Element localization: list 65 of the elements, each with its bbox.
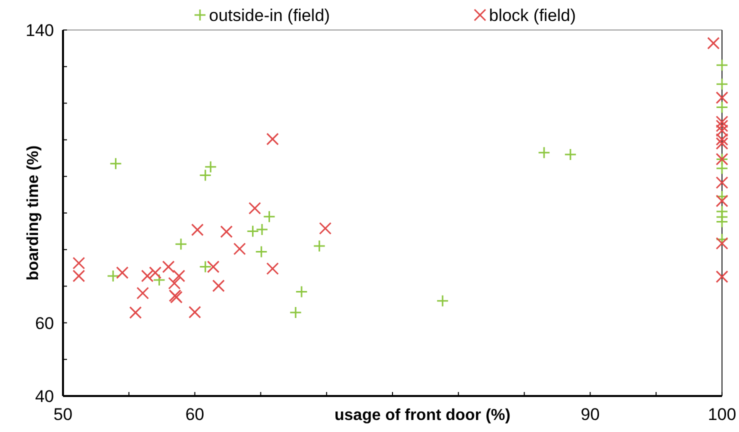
- point: [313, 240, 326, 252]
- point: [266, 132, 279, 146]
- point: [716, 91, 728, 104]
- point: [72, 256, 86, 270]
- x-tick-label: 100: [708, 405, 736, 424]
- point: [136, 286, 149, 300]
- point: [220, 225, 233, 238]
- legend-label: outside-in (field): [209, 6, 330, 25]
- point: [191, 224, 204, 236]
- point: [141, 270, 154, 282]
- x-tick-label: 60: [185, 405, 204, 424]
- point: [263, 210, 276, 223]
- point: [716, 100, 728, 114]
- point: [716, 116, 728, 128]
- point: [716, 162, 728, 175]
- point: [149, 266, 162, 279]
- y-tick-label: 40: [35, 386, 54, 406]
- point: [172, 270, 186, 282]
- point: [233, 242, 246, 256]
- point: [716, 78, 728, 90]
- point: [246, 225, 260, 238]
- point: [72, 270, 86, 282]
- point: [162, 260, 175, 274]
- point: [716, 133, 728, 146]
- point: [289, 306, 302, 319]
- y-tick-label: 140: [26, 20, 54, 40]
- point: [204, 160, 217, 174]
- point: [716, 216, 728, 228]
- x-tick-label: 90: [580, 405, 600, 424]
- point: [319, 222, 332, 235]
- point: [207, 260, 220, 274]
- point: [716, 124, 728, 137]
- point: [716, 58, 728, 72]
- point: [564, 148, 577, 161]
- point: [538, 146, 550, 159]
- point: [255, 246, 268, 258]
- point: [199, 260, 212, 274]
- y-tick-label: 60: [35, 314, 54, 333]
- point: [716, 176, 728, 189]
- point: [436, 294, 449, 308]
- point: [266, 262, 279, 275]
- point: [188, 306, 202, 318]
- point: [707, 36, 720, 50]
- point: [129, 306, 142, 319]
- y-axis-title: boarding time (%): [25, 145, 42, 281]
- point: [295, 285, 308, 298]
- point: [716, 270, 728, 283]
- point: [116, 266, 129, 279]
- point: [212, 280, 225, 292]
- point: [168, 277, 181, 290]
- point: [199, 169, 212, 182]
- point: [256, 223, 268, 236]
- point: [716, 237, 728, 250]
- x-axis-title: usage of front door (%): [334, 407, 510, 424]
- point: [152, 274, 166, 286]
- point: [248, 202, 262, 214]
- point: [716, 194, 728, 208]
- legend-label: block (field): [489, 6, 576, 25]
- x-tick-label: 50: [54, 405, 72, 424]
- point: [716, 137, 728, 150]
- point: [716, 233, 728, 246]
- point: [109, 157, 122, 170]
- point: [716, 120, 728, 132]
- point: [106, 270, 120, 282]
- point: [174, 238, 188, 250]
